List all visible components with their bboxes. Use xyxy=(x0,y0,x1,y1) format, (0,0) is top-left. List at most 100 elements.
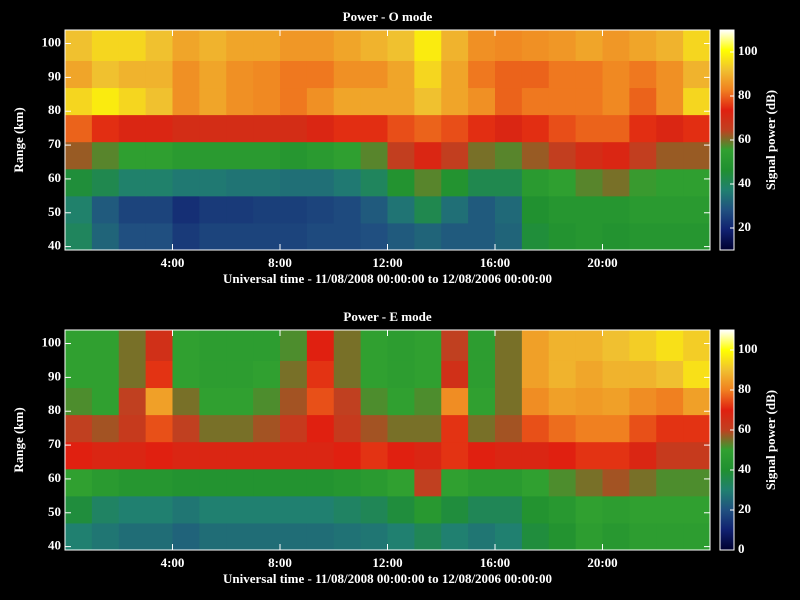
heatmap-cell xyxy=(468,495,496,524)
heatmap-cell xyxy=(91,495,120,524)
heatmap-cell xyxy=(575,414,603,443)
heatmap-cell xyxy=(226,414,254,443)
heatmap-cell xyxy=(360,60,388,89)
heatmap-cell xyxy=(280,330,308,361)
heatmap-cell xyxy=(91,114,120,143)
heatmap-cell xyxy=(495,141,523,170)
heatmap-cell xyxy=(521,495,550,524)
colorbar-tick-label: 40 xyxy=(738,175,751,190)
heatmap-cell xyxy=(495,414,523,443)
heatmap-cell xyxy=(414,222,442,251)
heatmap-cell xyxy=(414,330,442,361)
heatmap-cell xyxy=(575,30,603,61)
heatmap-cell xyxy=(683,222,711,251)
heatmap-cell xyxy=(91,522,120,551)
heatmap-cell xyxy=(118,495,147,524)
heatmap-cell xyxy=(548,468,577,497)
heatmap-cell xyxy=(414,87,442,116)
heatmap-cell xyxy=(65,30,93,61)
colorbar-label: Signal power (dB) xyxy=(763,390,778,490)
heatmap-cell xyxy=(414,141,442,170)
heatmap-cell xyxy=(575,195,603,224)
x-tick-label: 20:00 xyxy=(587,255,617,270)
heatmap-cell xyxy=(495,441,523,470)
heatmap-cell xyxy=(441,87,469,116)
heatmap-cell xyxy=(495,468,523,497)
heatmap-cell xyxy=(548,168,577,197)
heatmap-cell xyxy=(65,360,93,389)
heatmap-cell xyxy=(575,330,603,361)
heatmap-cell xyxy=(118,141,147,170)
heatmap-cell xyxy=(280,387,308,416)
heatmap-cell xyxy=(306,330,335,361)
heatmap-cell xyxy=(145,222,173,251)
colorbar-tick-label: 60 xyxy=(738,131,751,146)
chart-title: Power - E mode xyxy=(343,309,431,324)
heatmap-cell xyxy=(333,360,362,389)
y-tick-label: 80 xyxy=(48,402,61,417)
y-axis-label: Range (km) xyxy=(11,107,26,172)
heatmap-cell xyxy=(602,60,630,89)
heatmap-cell xyxy=(495,114,523,143)
heatmap-cell xyxy=(360,222,388,251)
heatmap-cell xyxy=(521,60,550,89)
heatmap-cell xyxy=(441,141,469,170)
heatmap-cell xyxy=(360,468,388,497)
heatmap-cell xyxy=(118,522,147,551)
heatmap-cell xyxy=(521,441,550,470)
y-tick-label: 40 xyxy=(48,238,61,253)
heatmap-cell xyxy=(387,30,415,61)
heatmap-cell xyxy=(306,522,335,551)
heatmap-cell xyxy=(199,60,227,89)
heatmap-cell xyxy=(118,195,147,224)
heatmap-cell xyxy=(91,330,120,361)
heatmap-cell xyxy=(683,387,711,416)
heatmap-cell xyxy=(280,87,308,116)
heatmap-cell xyxy=(253,30,281,61)
heatmap-cell xyxy=(172,330,200,361)
heatmap-cell xyxy=(145,441,173,470)
heatmap-cell xyxy=(414,441,442,470)
y-tick-label: 80 xyxy=(48,102,61,117)
heatmap-cell xyxy=(333,522,362,551)
heatmap-cell xyxy=(280,522,308,551)
heatmap-cell xyxy=(602,441,630,470)
colorbar-label: Signal power (dB) xyxy=(763,90,778,190)
heatmap-cell xyxy=(306,87,335,116)
x-tick-label: 12:00 xyxy=(372,255,402,270)
y-tick-label: 90 xyxy=(48,68,61,83)
heatmap-cell xyxy=(629,141,657,170)
heatmap-cell xyxy=(306,414,335,443)
heatmap-cell xyxy=(387,168,415,197)
heatmap-cell xyxy=(441,30,469,61)
heatmap-cell xyxy=(521,330,550,361)
heatmap-cell xyxy=(656,114,684,143)
heatmap-cell xyxy=(602,141,630,170)
heatmap-cell xyxy=(226,441,254,470)
heatmap-cell xyxy=(441,522,469,551)
heatmap-cell xyxy=(280,168,308,197)
heatmap-cell xyxy=(91,141,120,170)
heatmap-cell xyxy=(548,141,577,170)
heatmap-cell xyxy=(414,30,442,61)
x-tick-label: 8:00 xyxy=(268,255,292,270)
heatmap-cell xyxy=(333,195,362,224)
heatmap-cell xyxy=(145,195,173,224)
heatmap-cell xyxy=(387,330,415,361)
y-tick-label: 70 xyxy=(48,136,61,151)
heatmap-cell xyxy=(387,495,415,524)
heatmap-cell xyxy=(360,195,388,224)
heatmap-cell xyxy=(629,441,657,470)
heatmap-cell xyxy=(387,222,415,251)
heatmap-cell xyxy=(172,468,200,497)
heatmap-cell xyxy=(199,330,227,361)
heatmap-cell xyxy=(333,222,362,251)
heatmap-cell xyxy=(629,60,657,89)
heatmap-cell xyxy=(360,141,388,170)
heatmap-cell xyxy=(414,495,442,524)
heatmap-cell xyxy=(548,222,577,251)
heatmap-cell xyxy=(199,414,227,443)
heatmap-cell xyxy=(468,87,496,116)
heatmap-cell xyxy=(548,60,577,89)
heatmap-cell xyxy=(91,468,120,497)
